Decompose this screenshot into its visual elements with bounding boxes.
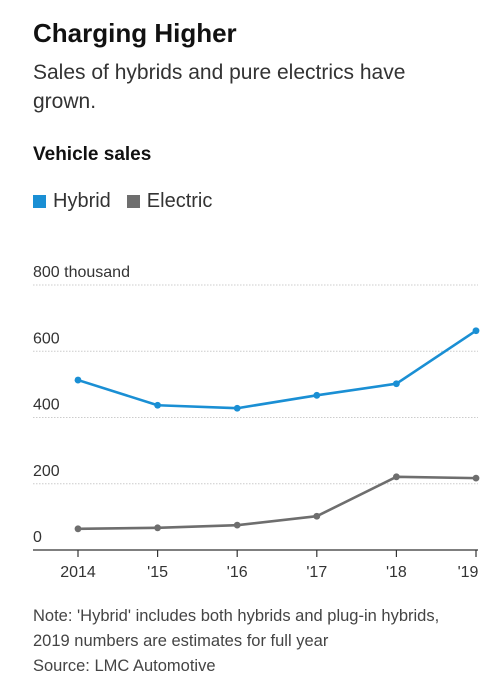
series-line-hybrid [76, 329, 478, 410]
chart-subtitle: Sales of hybrids and pure electrics have… [33, 61, 406, 113]
legend-swatch-electric [126, 195, 140, 208]
data-point-electric-3 [313, 512, 321, 520]
chart-note: Note: 'Hybrid' includes both hybrids and… [33, 604, 473, 679]
chart-heading: Vehicle sales [33, 144, 152, 165]
data-point-electric-5 [472, 474, 480, 482]
legend-swatch-hybrid [33, 195, 46, 208]
data-point-electric-4 [393, 473, 400, 481]
legend: Hybrid Electric [33, 190, 228, 213]
data-point-hybrid-4 [393, 380, 400, 388]
chart-title: Charging Higher [33, 18, 237, 48]
legend-item-electric: Electric [126, 190, 213, 213]
data-point-hybrid-3 [313, 391, 321, 399]
y-tick-label-800: 800 thousand [33, 264, 130, 281]
data-point-electric-1 [154, 524, 162, 532]
series-line-electric [76, 475, 478, 531]
y-tick-label-400: 400 [33, 397, 60, 414]
note-text: Note: 'Hybrid' includes both hybrids and… [33, 607, 440, 650]
x-tick-label-0: 2014 [60, 564, 96, 581]
y-tick-label-600: 600 [33, 330, 60, 347]
source-text: Source: LMC Automotive [33, 657, 216, 675]
data-point-hybrid-2 [233, 404, 241, 412]
x-tick-label-4: '18 [386, 564, 407, 581]
y-tick-label-200: 200 [33, 463, 60, 480]
data-point-electric-0 [74, 525, 82, 533]
data-point-hybrid-1 [154, 401, 162, 409]
legend-label-hybrid: Hybrid [53, 190, 111, 212]
x-tick-label-1: '15 [147, 564, 168, 581]
line-chart: 0 200 400 600 800 thousand 2014 '15 '16 '17 '18 '1… [33, 264, 480, 581]
legend-label-electric: Electric [146, 190, 213, 212]
data-point-hybrid-5 [472, 327, 480, 335]
x-tick-label-2: '16 [227, 564, 248, 581]
data-point-hybrid-0 [74, 376, 82, 384]
data-point-electric-2 [233, 521, 241, 529]
x-tick-label-3: '17 [306, 564, 327, 581]
x-tick-label-5: '19 [458, 564, 479, 581]
legend-item-hybrid: Hybrid [33, 190, 111, 213]
y-tick-label-0: 0 [33, 529, 42, 546]
